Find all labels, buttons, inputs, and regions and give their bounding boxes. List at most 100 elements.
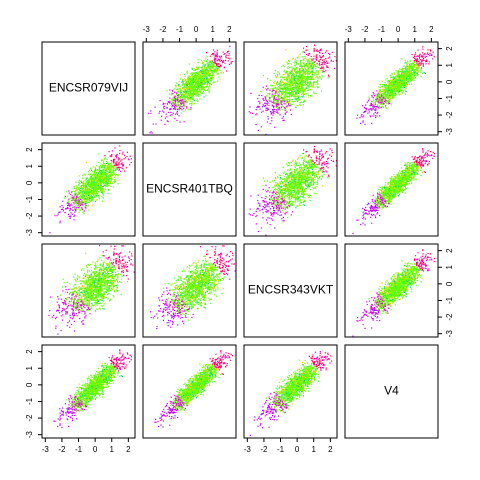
- data-point: [192, 76, 193, 77]
- data-point: [269, 100, 270, 101]
- data-point: [295, 99, 296, 100]
- data-point: [283, 74, 284, 75]
- data-point: [187, 71, 188, 72]
- data-point: [401, 72, 402, 73]
- data-point: [273, 102, 274, 103]
- data-point: [310, 95, 311, 96]
- data-point: [127, 152, 128, 153]
- data-point: [114, 165, 115, 166]
- data-point: [217, 81, 218, 82]
- data-point: [429, 61, 430, 62]
- data-point: [270, 88, 271, 89]
- data-point: [420, 59, 421, 60]
- data-point: [397, 73, 398, 74]
- data-point: [60, 221, 61, 222]
- data-point: [386, 87, 387, 88]
- data-point: [323, 68, 324, 69]
- data-point: [200, 71, 201, 72]
- data-point: [177, 99, 178, 100]
- data-point: [196, 67, 197, 68]
- data-point: [328, 75, 329, 76]
- data-point: [308, 76, 309, 77]
- data-point: [209, 63, 210, 64]
- data-point: [291, 81, 292, 82]
- data-point: [162, 110, 163, 111]
- data-point: [381, 86, 382, 87]
- data-point: [378, 102, 379, 103]
- data-point: [304, 81, 305, 82]
- data-point: [167, 104, 168, 105]
- data-point: [75, 195, 76, 196]
- data-point: [303, 102, 304, 103]
- data-point: [278, 94, 279, 95]
- data-point: [398, 80, 399, 81]
- data-point: [295, 107, 296, 108]
- data-point: [277, 88, 278, 89]
- data-point: [211, 84, 212, 85]
- scatter-panel-r1-c2: [148, 46, 233, 134]
- data-point: [153, 124, 154, 125]
- data-point: [410, 67, 411, 68]
- data-point: [188, 88, 189, 89]
- data-point: [211, 67, 212, 68]
- data-point: [185, 86, 186, 87]
- data-point: [265, 110, 266, 111]
- data-point: [297, 72, 298, 73]
- data-point: [301, 96, 302, 97]
- data-point: [210, 66, 211, 67]
- data-point: [297, 57, 298, 58]
- data-point: [282, 82, 283, 83]
- data-point: [371, 109, 372, 110]
- data-point: [252, 113, 253, 114]
- data-point: [364, 124, 365, 125]
- data-point: [67, 205, 68, 206]
- data-point: [177, 109, 178, 110]
- data-point: [122, 152, 123, 153]
- data-point: [181, 94, 182, 95]
- data-point: [284, 83, 285, 84]
- data-point: [295, 91, 296, 92]
- data-point: [324, 59, 325, 60]
- data-point: [415, 54, 416, 55]
- data-point: [382, 106, 383, 107]
- data-point: [383, 107, 384, 108]
- data-point: [286, 103, 287, 104]
- data-point: [204, 75, 205, 76]
- data-point: [273, 73, 274, 74]
- data-point: [295, 95, 296, 96]
- data-point: [397, 85, 398, 86]
- data-point: [373, 115, 374, 116]
- data-point: [279, 96, 280, 97]
- data-point: [183, 103, 184, 104]
- data-point: [186, 82, 187, 83]
- data-point: [113, 186, 114, 187]
- data-point: [402, 92, 403, 93]
- data-point: [203, 77, 204, 78]
- data-point: [406, 66, 407, 67]
- data-point: [379, 115, 380, 116]
- data-point: [213, 71, 214, 72]
- data-point: [208, 86, 209, 87]
- data-point: [421, 61, 422, 62]
- data-point: [209, 85, 210, 86]
- data-point: [317, 77, 318, 78]
- data-point: [377, 98, 378, 99]
- data-point: [388, 80, 389, 81]
- data-point: [184, 89, 185, 90]
- data-point: [304, 100, 305, 101]
- data-point: [119, 174, 120, 175]
- data-point: [334, 56, 335, 57]
- data-point: [277, 102, 278, 103]
- data-point: [94, 197, 95, 198]
- data-point: [401, 69, 402, 70]
- data-point: [229, 58, 230, 59]
- data-point: [193, 93, 194, 94]
- data-point: [363, 120, 364, 121]
- data-point: [119, 150, 120, 151]
- data-point: [285, 93, 286, 94]
- data-point: [310, 63, 311, 64]
- data-point: [202, 63, 203, 64]
- data-point: [206, 56, 207, 57]
- data-point: [298, 80, 299, 81]
- data-point: [288, 75, 289, 76]
